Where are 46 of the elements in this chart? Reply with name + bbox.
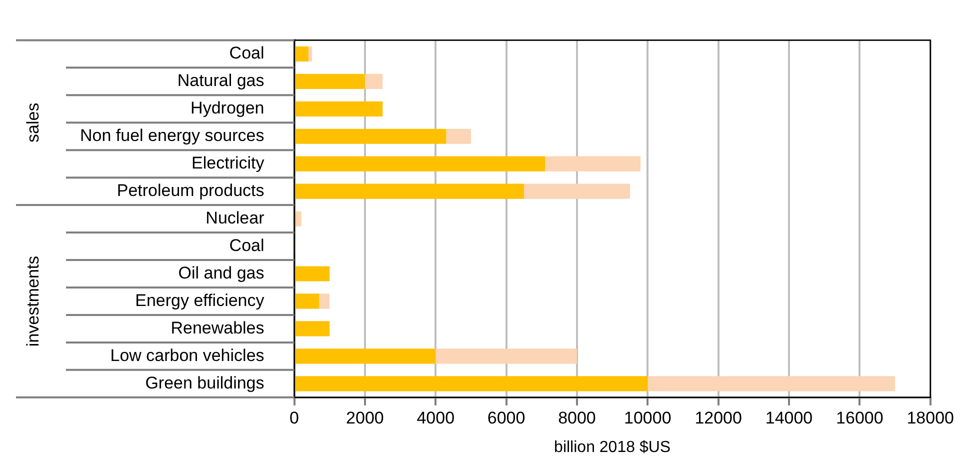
x-tick-label: 8000 — [558, 408, 596, 428]
text: sales — [24, 102, 43, 142]
bar — [364, 74, 383, 89]
bar — [295, 294, 320, 309]
bar — [308, 46, 312, 62]
bar — [524, 184, 630, 199]
x-tick-label: 2000 — [346, 408, 384, 428]
x-tick-label: 14000 — [765, 408, 813, 428]
bar — [446, 128, 471, 144]
y-tick-label: Hydrogen — [190, 98, 264, 118]
bar — [545, 156, 641, 172]
y-tick-label: Natural gas — [177, 71, 264, 90]
bar — [295, 156, 546, 172]
x-tick-label: 10000 — [624, 408, 672, 428]
x-tick-label: 6000 — [487, 408, 526, 428]
bar — [295, 266, 330, 282]
text: investments — [24, 256, 43, 347]
y-tick-label: Renewables — [170, 318, 264, 338]
x-tick-label: 18000 — [906, 408, 954, 428]
bar — [295, 101, 383, 116]
y-tick-label: Oil and gas — [178, 263, 264, 282]
bar — [296, 211, 302, 226]
bar — [648, 376, 896, 392]
x-tick-label: 16000 — [836, 408, 884, 428]
y-tick-label: Green buildings — [145, 373, 264, 392]
y-tick-label: Energy efficiency — [135, 290, 265, 310]
y-tick-label: Nuclear — [206, 208, 265, 228]
y-tick-label: Coal — [229, 44, 264, 63]
y-tick-label: Coal — [229, 236, 264, 255]
x-axis-title: billion 2018 $US — [554, 438, 671, 456]
x-tick-label: 4000 — [416, 408, 455, 428]
bar — [295, 74, 365, 89]
x-tick-label: 12000 — [694, 408, 742, 428]
bar — [295, 128, 446, 144]
bar — [436, 348, 577, 364]
y-tick-label: Electricity — [192, 154, 265, 173]
x-tick-label: 0 — [290, 408, 300, 428]
bar — [295, 321, 330, 336]
y-tick-label: Petroleum products — [116, 181, 264, 200]
bar — [295, 46, 308, 62]
y-tick-label: Non fuel energy sources — [80, 126, 264, 146]
bar — [295, 376, 648, 392]
bar — [295, 184, 524, 199]
bar — [295, 348, 436, 364]
bar — [319, 294, 330, 309]
y-tick-label: Low carbon vehicles — [110, 346, 264, 365]
